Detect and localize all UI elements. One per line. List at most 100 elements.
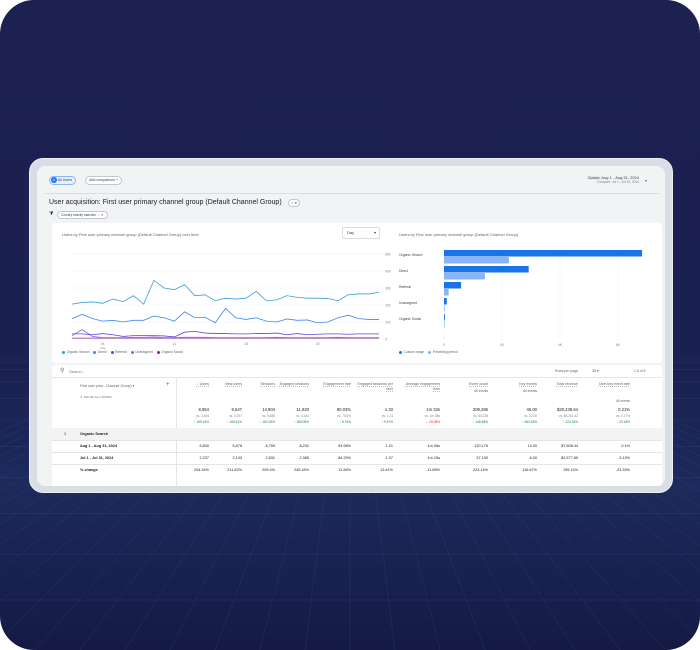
- analytics-page: A All Users Add comparison + Custom Aug …: [37, 166, 665, 486]
- rows-per-page-value: 10: [592, 369, 596, 373]
- column-change: ↑ 185.09%: [293, 420, 309, 424]
- column-comparison: vs. 3,297: [229, 414, 242, 418]
- show-all-rows-button[interactable]: ⇕ SHOW ALL ROWS: [80, 395, 112, 399]
- table-cell: 195.14%: [563, 468, 578, 472]
- y-tick-label: 0: [385, 337, 387, 341]
- column-header[interactable]: Engagement rate: [323, 382, 351, 386]
- table-cell: 0.1%: [621, 444, 630, 448]
- date-range: Aug 1 - Aug 31, 2024: [601, 175, 639, 180]
- segment-chip-all-users[interactable]: A All Users: [49, 176, 77, 185]
- bar-custom-range: [444, 250, 643, 257]
- category-label: Referral: [399, 285, 411, 289]
- rows-per-page-select[interactable]: 10 ▾: [592, 369, 599, 373]
- table-row[interactable]: Aug 1 - Aug 31, 2024 6,830 6,678 8,759 8,232…: [52, 440, 662, 452]
- close-icon[interactable]: ✕: [100, 213, 104, 217]
- granularity-value: Day: [347, 230, 355, 235]
- y-tick-label: 100: [385, 320, 391, 324]
- x-tick-sublabel: Aug: [100, 346, 106, 350]
- line-chart-legend: Organic Search Direct Referral Unassigned Or…: [62, 350, 187, 355]
- dimension-header: First user prim...Channel Group): [80, 384, 132, 388]
- filter-chip[interactable]: Country exactly matches '... ✕: [57, 211, 108, 219]
- table-cell: 1m 15s: [427, 456, 440, 460]
- legend-item[interactable]: Preceding period: [428, 350, 458, 354]
- legend-swatch: [130, 350, 134, 354]
- date-dropdown-icon[interactable]: ▾: [644, 178, 647, 183]
- bar-chart: 0 2K 4K 6K Organic Search Direct Referral Unass…: [399, 246, 643, 347]
- column-total: 1.33: [384, 407, 393, 412]
- table-cell: 8,232: [299, 444, 309, 448]
- column-total: 14,904: [262, 407, 275, 412]
- column-change: ↑ 162.16%: [259, 420, 275, 424]
- column-header[interactable]: Engaged sessions: [279, 382, 309, 386]
- column-comparison: vs. 1m 48s: [424, 414, 440, 418]
- legend-item[interactable]: Direct: [93, 350, 107, 354]
- column-header[interactable]: User key event rate: [598, 382, 630, 386]
- table-cell: 209.4%: [262, 468, 275, 472]
- group-row: 1 Organic Search: [52, 428, 662, 440]
- column-total: 8,647: [231, 407, 242, 412]
- column-change: ↓ -15.08%: [425, 420, 440, 424]
- category-label: Organic Search: [399, 253, 423, 257]
- column-comparison: vs. 1.21: [381, 414, 393, 418]
- bar-custom-range: [444, 266, 529, 273]
- event-filter-select[interactable]: All events: [616, 399, 630, 403]
- legend-item[interactable]: Organic Search: [62, 350, 89, 354]
- legend-swatch: [156, 350, 160, 354]
- row-label: Jul 1 - Jul 31, 2024: [80, 456, 114, 460]
- granularity-select[interactable]: Day ▾: [342, 227, 380, 239]
- legend-item[interactable]: Referral: [110, 350, 127, 354]
- category-label: Unassigned: [399, 301, 417, 305]
- title-status-dropdown[interactable]: ✓ ▾: [288, 199, 300, 207]
- legend-label: Custom range: [403, 350, 425, 354]
- x-tick-label: 25: [316, 342, 320, 346]
- segment-avatar: A: [51, 177, 57, 184]
- table-row[interactable]: Jul 1 - Jul 31, 2024 2,237 2,143 2,831 2,385…: [52, 452, 662, 464]
- event-filter-select[interactable]: All events: [474, 389, 488, 393]
- column-header[interactable]: Average engagement time: [405, 382, 440, 391]
- group-index: 1: [64, 432, 67, 436]
- table-search-input[interactable]: [69, 368, 219, 375]
- group-name: Organic Search: [80, 432, 109, 436]
- column-header[interactable]: Key events: [519, 382, 537, 386]
- legend-item[interactable]: Organic Social: [156, 350, 183, 354]
- table-cell: 204.34%: [194, 468, 209, 472]
- column-header[interactable]: New users: [225, 382, 242, 386]
- filter-icon: ⧩: [49, 211, 54, 217]
- y-tick-label: 400: [385, 269, 391, 273]
- legend-label: Organic Social: [161, 350, 183, 354]
- table-cell: 245.16%: [294, 468, 309, 472]
- column-header[interactable]: ↓ Users: [196, 382, 209, 386]
- add-comparison-button[interactable]: Add comparison +: [85, 176, 123, 185]
- column-total: 8,954: [198, 407, 209, 412]
- add-dimension-plus-icon[interactable]: +: [166, 382, 170, 388]
- row-label: % change: [80, 468, 98, 472]
- x-tick-label: 6K: [616, 343, 621, 347]
- column-comparison: vs. 73.6%: [337, 414, 351, 418]
- column-change: ↑ 224.34%: [562, 420, 578, 424]
- column-header[interactable]: Sessions: [260, 382, 275, 386]
- column-header[interactable]: Total revenue: [556, 382, 578, 386]
- table-cell: 13.41%: [380, 468, 393, 472]
- column-header[interactable]: Engaged sessions per user: [357, 382, 393, 391]
- series-line-direct: [71, 307, 379, 324]
- bar-preceding-period: [444, 289, 449, 296]
- data-table: ⚲ Rows per page: 10 ▾ 1-6 of 6 First use…: [52, 365, 662, 486]
- date-range-picker[interactable]: Custom Aug 1 - Aug 31, 2024 Compare: Jul…: [586, 175, 639, 184]
- bar-custom-range: [444, 282, 462, 289]
- column-header[interactable]: Event count: [469, 382, 488, 386]
- table-row[interactable]: % change 204.34% 211.62% 209.4% 245.16% 11.56…: [52, 464, 662, 476]
- divider: [52, 377, 662, 378]
- column-change: ↑ 9.97%: [381, 420, 393, 424]
- legend-item[interactable]: Custom range: [399, 350, 424, 354]
- table-cell: 11.56%: [338, 468, 351, 472]
- bar-preceding-period: [444, 273, 485, 280]
- legend-label: Organic Search: [66, 350, 90, 354]
- legend-item[interactable]: Unassigned: [130, 350, 153, 354]
- dimension-selector[interactable]: First user prim...Channel Group) ▾: [80, 384, 135, 388]
- divider: [45, 193, 659, 194]
- table-cell: 1m 06s: [427, 444, 440, 448]
- x-tick-label: 04: [101, 342, 105, 346]
- table-cell: -23.33%: [615, 468, 630, 472]
- event-filter-select[interactable]: All events: [523, 389, 537, 393]
